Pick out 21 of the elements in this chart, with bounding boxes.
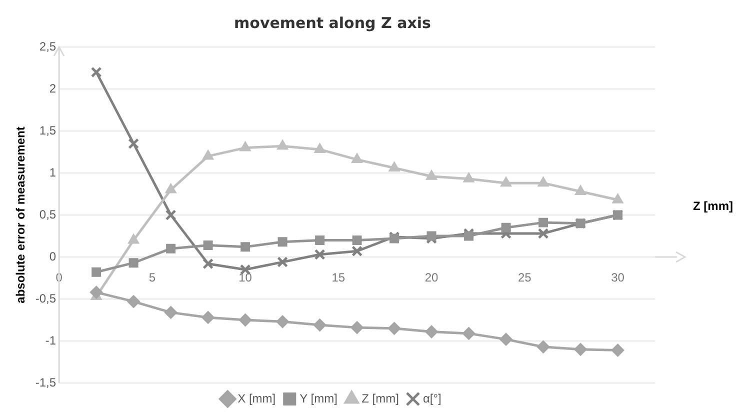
x-tick-label: 20 — [424, 270, 439, 285]
x-tick-label: 15 — [332, 270, 346, 285]
y-tick-label: 0,5 — [39, 207, 56, 222]
legend-label: Z [mm] — [362, 391, 399, 406]
y-tick-label: -1,5 — [35, 375, 56, 390]
x-tick-label: 30 — [611, 270, 625, 285]
y-tick-label: 0 — [49, 249, 56, 264]
x-tick-label: 5 — [148, 270, 156, 285]
chart-title: movement along Z axis — [234, 14, 432, 32]
y-tick-label: 2 — [49, 81, 56, 96]
x-axis-title: Z [mm] — [693, 198, 733, 213]
y-axis-title: absolute error of measurement — [14, 126, 28, 304]
y-tick-label: 2,5 — [39, 39, 56, 54]
y-tick-label: -1 — [45, 333, 56, 348]
y-tick-label: -0,5 — [35, 291, 56, 306]
y-tick-label: 1 — [49, 165, 56, 180]
y-tick-label: 1,5 — [39, 123, 56, 138]
legend-label: α[°] — [422, 391, 442, 406]
x-tick-label: 25 — [518, 270, 532, 285]
legend-label: X [mm] — [238, 391, 276, 406]
legend-label: Y [mm] — [300, 391, 338, 406]
